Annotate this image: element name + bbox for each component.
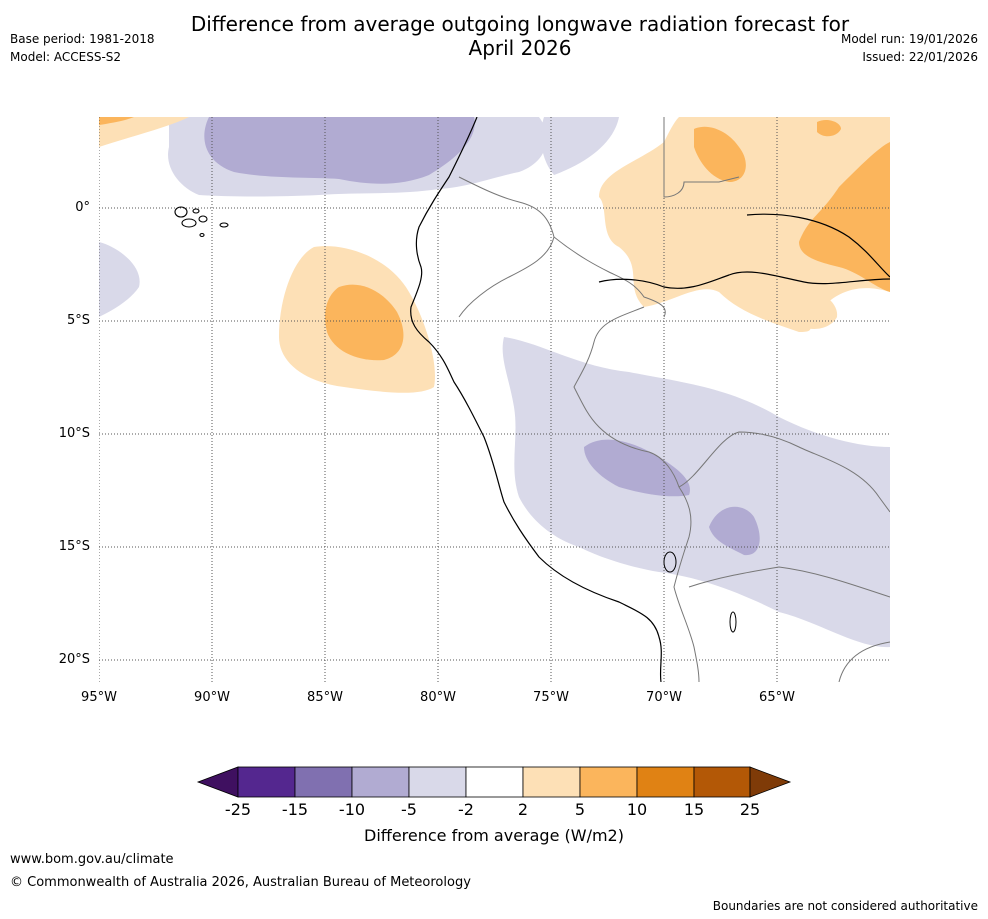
galapagos-islands [174, 206, 229, 238]
colorbar-tick-5: -2 [458, 800, 474, 819]
lon-label-95w: 95°W [81, 690, 117, 705]
lon-label-75w: 75°W [533, 690, 569, 705]
colorbar-label: Difference from average (W/m2) [364, 826, 624, 845]
border-colombia-venezuela [663, 117, 740, 198]
colorbar-tick-8: 10 [626, 800, 648, 819]
graticule [98, 117, 890, 682]
lon-label-70w: 70°W [646, 690, 682, 705]
border-peru-brazil-bolivia [573, 306, 700, 683]
meta-left: Base period: 1981-2018 Model: ACCESS-S2 [10, 30, 155, 66]
map-title: Difference from average outgoing longwav… [150, 12, 890, 60]
colorbar-segment-1 [237, 766, 296, 798]
colorbar-segment-4 [408, 766, 467, 798]
colorbar-segment-6 [522, 766, 581, 798]
model-run: Model run: 19/01/2026 [840, 32, 978, 46]
border-bolivia-brazil [678, 431, 891, 513]
lake-poopo [729, 611, 737, 633]
colorbar-tick-1: -25 [224, 800, 252, 819]
anomaly-mod-neg-north [204, 117, 475, 184]
galapagos-island-2 [181, 218, 197, 228]
colorbar-tick-6: 2 [517, 800, 529, 819]
anomaly-weak-pos-northeast [599, 117, 890, 332]
footer-note: Boundaries are not considered authoritat… [712, 899, 978, 913]
lon-label-90w: 90°W [194, 690, 230, 705]
galapagos-island-5 [219, 222, 229, 228]
colorbar-tick-10: 25 [739, 800, 761, 819]
anomaly-mod-pos-west [325, 284, 404, 361]
lat-label-10s: 10°S [58, 426, 90, 441]
title-line-2: April 2026 [468, 36, 572, 60]
country-borders [458, 117, 891, 683]
colorbar-tick-7: 5 [574, 800, 586, 819]
lat-label-0: 0° [75, 200, 90, 215]
anomaly-mod-pos-small [817, 119, 841, 137]
rio-negro [746, 213, 891, 278]
amazon-river [598, 271, 891, 289]
positive-anomaly-fields [99, 117, 890, 393]
lat-label-5s: 5°S [66, 313, 90, 328]
title-line-1: Difference from average outgoing longwav… [190, 12, 850, 36]
lat-label-20s: 20°S [58, 652, 90, 667]
anomaly-mod-pos-north [694, 126, 746, 182]
galapagos-island-1 [174, 206, 188, 218]
coastline-west [410, 116, 662, 683]
colorbar-segment-7 [579, 766, 638, 798]
lon-label-80w: 80°W [420, 690, 456, 705]
footer-copyright: © Commonwealth of Australia 2026, Austra… [10, 875, 471, 890]
anomaly-weak-pos-nw [99, 117, 189, 147]
colorbar-segment-2 [294, 766, 353, 798]
lat-label-15s: 15°S [58, 539, 90, 554]
lake-titicaca [663, 551, 677, 573]
colorbar [196, 766, 792, 798]
anomaly-mod-neg-southeast [709, 506, 760, 556]
colorbar-segment-9 [693, 766, 751, 798]
colorbar-tick-9: 15 [683, 800, 705, 819]
galapagos-island-3 [198, 215, 208, 223]
border-paraguay [838, 641, 891, 683]
anomaly-mod-neg-central [584, 439, 690, 497]
colorbar-tick-2: -15 [281, 800, 309, 819]
galapagos-island-4 [192, 208, 200, 214]
base-period: Base period: 1981-2018 [10, 32, 155, 46]
anomaly-mod-pos-nw [99, 117, 134, 125]
map-canvas [98, 116, 891, 683]
issued-date: Issued: 22/01/2026 [862, 50, 978, 64]
colorbar-tick-4: -5 [401, 800, 417, 819]
colorbar-tick-3: -10 [338, 800, 366, 819]
footer-url: www.bom.gov.au/climate [10, 852, 174, 867]
lon-label-65w: 65°W [759, 690, 795, 705]
colorbar-low-extend [196, 766, 239, 798]
model-name: Model: ACCESS-S2 [10, 50, 122, 64]
anomaly-weak-pos-patch [793, 291, 838, 329]
colorbar-high-extend [749, 766, 792, 798]
anomaly-mod-pos-east [799, 142, 890, 292]
colorbar-segment-3 [351, 766, 410, 798]
anomaly-weak-neg-ne [541, 117, 619, 175]
meta-right: Model run: 19/01/2026 Issued: 22/01/2026 [841, 30, 978, 66]
colorbar-segment-5 [465, 766, 524, 798]
lon-label-85w: 85°W [307, 690, 343, 705]
galapagos-island-6 [199, 232, 205, 238]
anomaly-weak-neg-west [99, 242, 140, 317]
map-area [98, 116, 891, 683]
border-bolivia-south [688, 566, 891, 598]
colorbar-segment-8 [636, 766, 695, 798]
